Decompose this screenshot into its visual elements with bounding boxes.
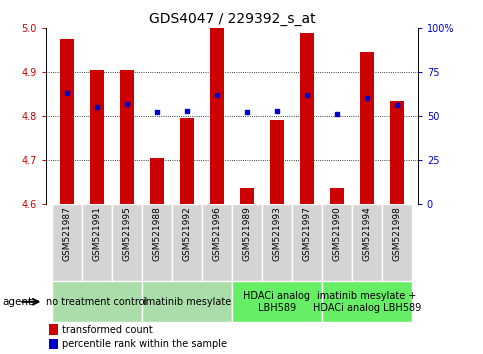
Text: GSM521987: GSM521987	[62, 206, 71, 261]
Bar	[330, 188, 343, 204]
Text: imatinib mesylate +
HDACi analog LBH589: imatinib mesylate + HDACi analog LBH589	[313, 291, 421, 313]
Text: agent: agent	[2, 297, 32, 307]
Text: HDACi analog
LBH589: HDACi analog LBH589	[243, 291, 311, 313]
Bar	[90, 70, 104, 204]
Text: GSM521993: GSM521993	[272, 206, 281, 261]
FancyBboxPatch shape	[232, 281, 322, 322]
Text: transformed count: transformed count	[62, 325, 153, 335]
FancyBboxPatch shape	[382, 204, 412, 281]
FancyBboxPatch shape	[82, 204, 112, 281]
FancyBboxPatch shape	[142, 281, 232, 322]
Bar	[390, 101, 404, 204]
Text: GSM521989: GSM521989	[242, 206, 251, 261]
Bar	[120, 70, 134, 204]
Bar	[49, 339, 58, 349]
Text: GSM521996: GSM521996	[213, 206, 221, 261]
Bar	[60, 39, 73, 204]
FancyBboxPatch shape	[322, 204, 352, 281]
Bar	[270, 120, 284, 204]
FancyBboxPatch shape	[232, 204, 262, 281]
Text: GSM521998: GSM521998	[392, 206, 401, 261]
Text: GSM521988: GSM521988	[152, 206, 161, 261]
Text: GSM521994: GSM521994	[362, 206, 371, 261]
Bar	[150, 158, 164, 204]
Bar	[240, 188, 254, 204]
Text: GSM521992: GSM521992	[183, 206, 191, 261]
Bar	[49, 324, 58, 335]
FancyBboxPatch shape	[352, 204, 382, 281]
Text: GSM521997: GSM521997	[302, 206, 312, 261]
FancyBboxPatch shape	[262, 204, 292, 281]
FancyBboxPatch shape	[112, 204, 142, 281]
FancyBboxPatch shape	[52, 281, 142, 322]
Bar	[300, 33, 313, 204]
FancyBboxPatch shape	[52, 204, 82, 281]
FancyBboxPatch shape	[322, 281, 412, 322]
Text: imatinib mesylate: imatinib mesylate	[142, 297, 231, 307]
Title: GDS4047 / 229392_s_at: GDS4047 / 229392_s_at	[149, 12, 315, 26]
Text: percentile rank within the sample: percentile rank within the sample	[62, 339, 227, 349]
Bar	[210, 26, 224, 204]
FancyBboxPatch shape	[292, 204, 322, 281]
FancyBboxPatch shape	[202, 204, 232, 281]
Text: GSM521991: GSM521991	[92, 206, 101, 261]
Bar	[360, 52, 373, 204]
Text: GSM521990: GSM521990	[332, 206, 341, 261]
FancyBboxPatch shape	[172, 204, 202, 281]
Text: no treatment control: no treatment control	[46, 297, 147, 307]
Bar	[180, 118, 194, 204]
Text: GSM521995: GSM521995	[122, 206, 131, 261]
FancyBboxPatch shape	[142, 204, 172, 281]
